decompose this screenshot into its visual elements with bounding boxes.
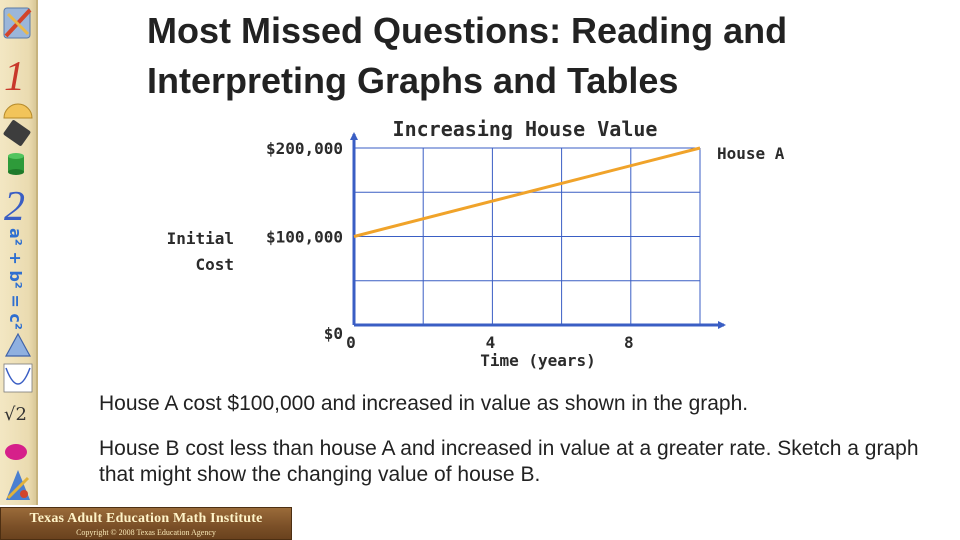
chart-grid	[354, 147, 701, 325]
numeral-two-icon: 2	[4, 184, 25, 230]
cylinder-icon	[8, 153, 24, 175]
y-axis-label-line-1: Initial	[167, 229, 234, 248]
y-axis-label-line-2: Cost	[195, 255, 234, 274]
sidebar-art: 1 2 a² + b² = c² √2	[3, 7, 33, 500]
calculator-icon	[3, 120, 31, 146]
question-paragraph-2: House B cost less than house A and incre…	[99, 437, 919, 486]
title-line-1: Most Missed Questions: Reading and	[147, 10, 788, 51]
protractor-icon	[3, 103, 33, 119]
pencil-ruler-icon	[3, 7, 32, 39]
y-tick-label: $0	[324, 324, 343, 343]
triangle-icon	[4, 332, 32, 357]
title-line-2: Interpreting Graphs and Tables	[147, 60, 679, 101]
oval-icon	[5, 444, 27, 460]
series-line-house-a	[353, 146, 701, 238]
decorative-sidebar: 1 2 a² + b² = c² √2	[0, 0, 38, 505]
page-title: Most Missed Questions: Reading and Inter…	[147, 6, 947, 106]
chart-series: House A	[353, 144, 785, 238]
series-label-house-a: House A	[717, 144, 785, 163]
chart-axes	[350, 132, 726, 329]
footer-title: Texas Adult Education Math Institute	[29, 511, 263, 526]
x-tick-label: 4	[486, 333, 496, 352]
math-tools-icon	[6, 470, 30, 500]
y-tick-label: $100,000	[266, 228, 343, 247]
parabola-graph-icon	[3, 363, 33, 393]
question-paragraph-1: House A cost $100,000 and increased in v…	[99, 392, 749, 415]
x-axis-label: Time (years)	[480, 351, 596, 370]
square-root-icon: √2	[4, 404, 27, 425]
x-tick-label: 0	[346, 333, 356, 352]
chart-ticks: $0 $100,000 $200,000 0 4 8	[266, 139, 634, 352]
x-tick-label: 8	[624, 333, 634, 352]
chart-title: Increasing House Value	[393, 117, 658, 141]
footer-copyright: Copyright © 2008 Texas Education Agency	[76, 528, 216, 537]
footer-banner: Texas Adult Education Math Institute Cop…	[0, 507, 292, 540]
numeral-one-icon: 1	[4, 54, 25, 100]
y-tick-label: $200,000	[266, 139, 343, 158]
pythagorean-formula-icon: a² + b² = c²	[6, 228, 25, 330]
